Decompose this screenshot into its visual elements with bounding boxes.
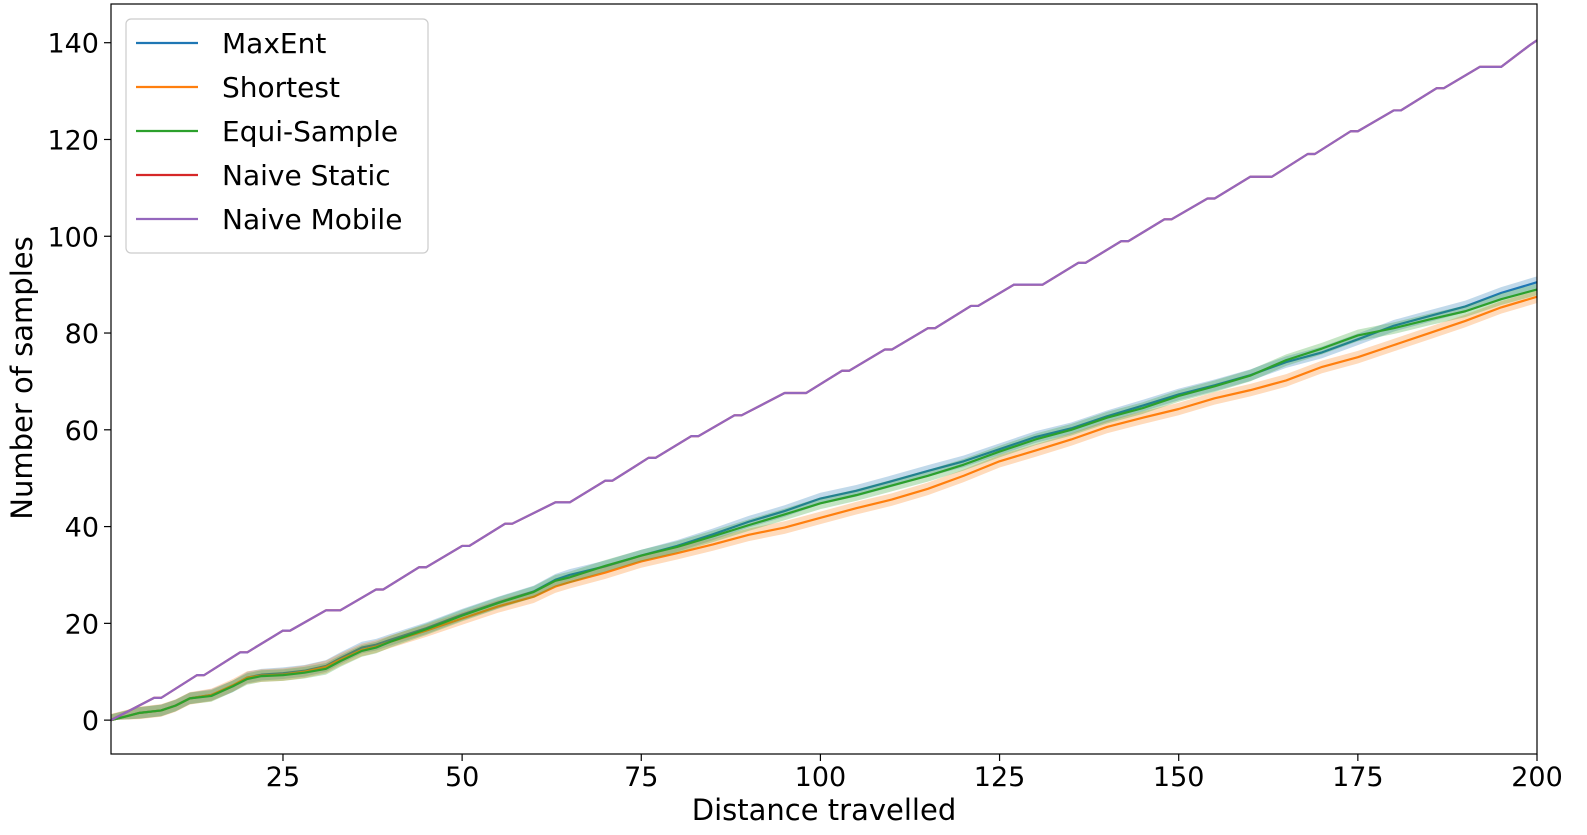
x-tick-label: 50 [445, 762, 479, 793]
plot-area [111, 39, 1537, 722]
legend-label-maxent: MaxEnt [222, 27, 326, 60]
x-tick-label: 150 [1153, 762, 1205, 793]
y-tick-label: 80 [65, 319, 99, 350]
x-tick-label: 200 [1511, 762, 1563, 793]
legend-label-naive-static: Naive Static [222, 159, 391, 192]
legend-label-naive-mobile: Naive Mobile [222, 203, 402, 236]
x-axis-label: Distance travelled [692, 793, 956, 827]
y-tick-label: 120 [47, 125, 99, 156]
axes: 25 50 75 100 125 150 175 200 0 20 40 60 80 100 120 140 [47, 3, 1563, 793]
series-line-equi-sample [111, 288, 1537, 722]
series-line-shortest [111, 295, 1537, 722]
legend-box [125, 18, 429, 254]
x-tick-label: 175 [1332, 762, 1384, 793]
legend-label-equi-sample: Equi-Sample [222, 115, 398, 148]
series-line-naive-mobile [111, 39, 1537, 722]
y-tick-label: 0 [82, 706, 99, 737]
y-tick-label: 40 [65, 513, 99, 544]
legend-label-shortest: Shortest [222, 71, 340, 104]
y-tick-label: 100 [47, 222, 99, 253]
plot-frame [110, 3, 1538, 755]
y-tick-label: 20 [65, 609, 99, 640]
y-tick-label: 60 [65, 416, 99, 447]
legend: MaxEnt Shortest Equi-Sample Naive Static Nai… [125, 18, 429, 254]
series-group [111, 39, 1537, 722]
y-axis-label: Number of samples [5, 236, 39, 519]
y-tick-label: 140 [47, 29, 99, 60]
x-tick-label: 75 [624, 762, 658, 793]
x-tick-label: 25 [266, 762, 300, 793]
x-tick-label: 125 [974, 762, 1026, 793]
x-tick-label: 100 [795, 762, 847, 793]
